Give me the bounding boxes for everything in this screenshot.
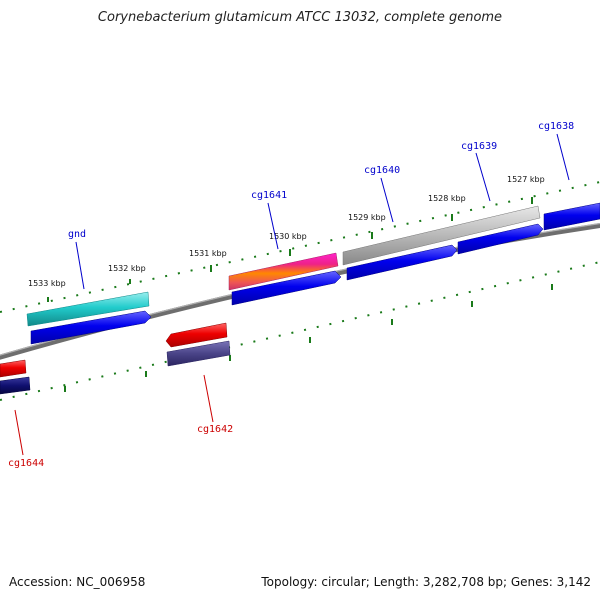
scale-label: 1528 kbp [428,194,466,203]
reverse-strand-features [0,322,231,395]
gene-feature[interactable] [0,359,27,378]
scale-labels: 1527 kbp 1528 kbp 1529 kbp 1530 kbp 1531… [28,175,545,288]
scale-label: 1527 kbp [507,175,545,184]
gene-label-cg1639[interactable]: cg1639 [461,141,497,152]
gene-label-cg1638[interactable]: cg1638 [538,121,574,132]
gene-label-cg1642[interactable]: cg1642 [197,424,233,435]
gene-label-gnd[interactable]: gnd [68,229,86,240]
scale-label: 1530 kbp [269,232,307,241]
genome-backbone [0,222,600,360]
scale-label: 1533 kbp [28,279,66,288]
gene-label-cg1644[interactable]: cg1644 [8,458,44,469]
gene-feature[interactable] [346,244,458,281]
outer-tick-ring [0,181,600,313]
genome-title: Corynebacterium glutamicum ATCC 13032, c… [97,10,503,25]
accession-text: Accession: NC_006958 [9,575,146,589]
gene-feature[interactable] [30,310,152,345]
navy-feature[interactable] [0,376,31,395]
genome-summary-text: Topology: circular; Length: 3,282,708 bp… [261,575,591,589]
gene-label-cg1641[interactable]: cg1641 [251,190,287,201]
gene-labels: cg1638 cg1639 cg1640 cg1641 gnd cg1642 c… [8,121,574,469]
gnd-feature[interactable] [26,291,150,327]
scale-label: 1529 kbp [348,213,386,222]
grey-feature[interactable] [342,205,541,266]
gene-feature[interactable] [457,223,544,255]
navy-feature[interactable] [166,340,231,367]
inner-tick-ring [0,261,600,401]
gene-feature[interactable] [543,202,600,231]
label-leaders [14,133,570,456]
gene-feature[interactable] [165,322,228,348]
forward-strand-features [26,202,600,345]
multicolor-feature[interactable] [228,252,339,291]
scale-label: 1532 kbp [108,264,146,273]
gene-label-cg1640[interactable]: cg1640 [364,165,400,176]
gene-feature[interactable] [231,270,342,306]
scale-label: 1531 kbp [189,249,227,258]
